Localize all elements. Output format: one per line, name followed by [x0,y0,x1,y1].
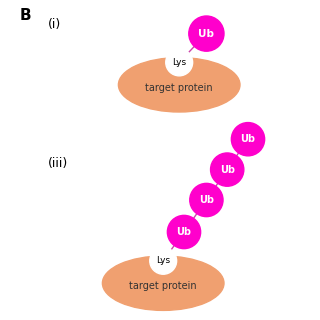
Text: Ub: Ub [220,164,235,175]
Text: Lys: Lys [172,58,186,67]
Ellipse shape [167,215,201,249]
Text: Ub: Ub [177,227,191,237]
Text: (iii): (iii) [48,157,68,170]
Ellipse shape [150,247,177,274]
Ellipse shape [166,49,193,76]
Text: (i): (i) [48,18,61,31]
Text: target protein: target protein [145,83,213,93]
Ellipse shape [190,183,223,217]
Ellipse shape [118,58,240,112]
Text: target protein: target protein [129,281,197,292]
Ellipse shape [211,153,244,186]
Ellipse shape [231,123,265,156]
Text: Lys: Lys [156,256,170,265]
Text: B: B [19,8,31,23]
Text: Ub: Ub [199,195,214,205]
Text: Ub: Ub [241,134,255,144]
Ellipse shape [189,16,224,51]
Ellipse shape [102,256,224,310]
Text: Ub: Ub [198,28,214,39]
